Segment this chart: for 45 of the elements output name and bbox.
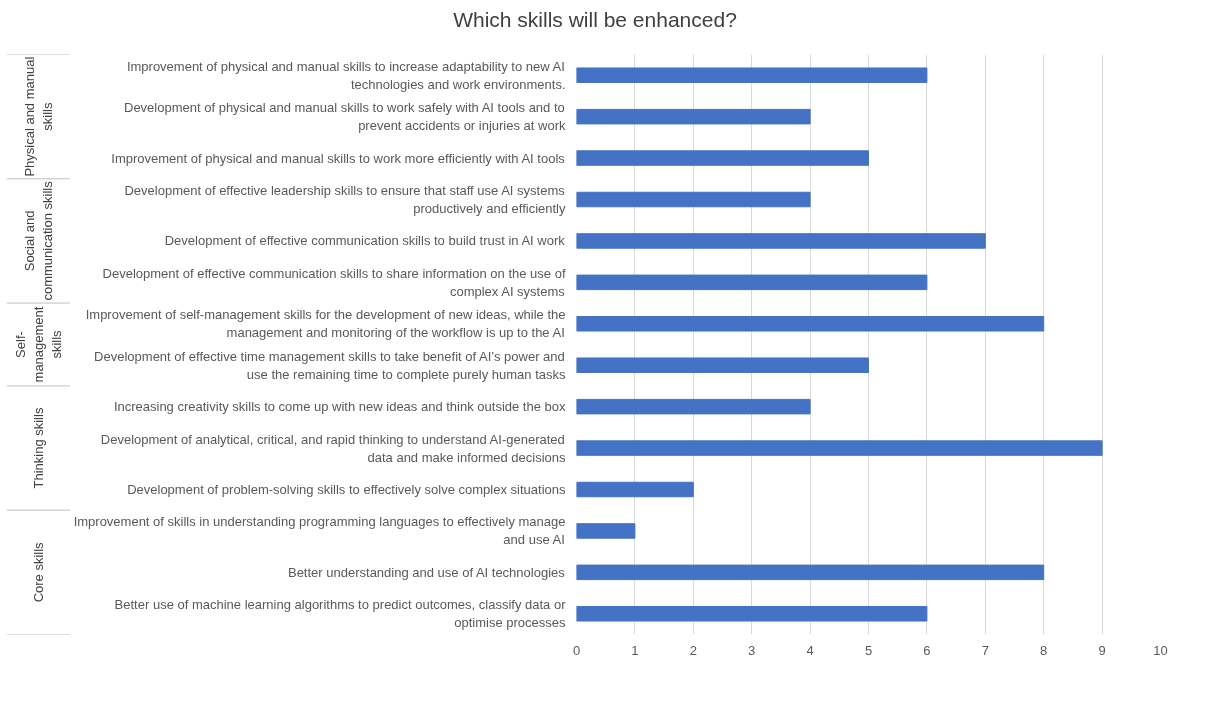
text: Social and communication skills xyxy=(21,180,55,301)
y-tick-label: Development of physical and manual skills to work safely with AI tools and to prevent accidents or injuries at work xyxy=(124,100,566,134)
y-tick-label: Development of effective communication skills to share information on the use of complex AI systems xyxy=(102,265,566,299)
bar xyxy=(576,523,636,539)
y-tick-label: Development of analytical, critical, and rapid thinking to understand AI-generated data and make informed decisions xyxy=(100,431,566,465)
x-tick-label: 2 xyxy=(689,642,697,658)
text: Core skills xyxy=(30,541,46,603)
y-tick-label: Increasing creativity skills to come up with new ideas and think outside the box xyxy=(113,399,566,415)
y-tick-label: Improvement of skills in understanding programming languages to effectively manage and use AI xyxy=(73,514,566,548)
bar xyxy=(576,357,869,373)
y-tick-label: Better use of machine learning algorithms to predict outcomes, classify data or optimise processes xyxy=(114,597,567,631)
bar xyxy=(576,440,1103,456)
x-tick-label: 0 xyxy=(572,642,581,658)
bar xyxy=(576,481,694,498)
x-tick-label: 3 xyxy=(748,642,756,658)
y-tick-label: Development of effective leadership skills to ensure that staff use AI systems productively and efficiently xyxy=(124,183,566,216)
text: Physical and manual skills xyxy=(21,56,55,177)
x-tick-label: 10 xyxy=(1153,642,1168,658)
bar xyxy=(576,108,811,125)
bar xyxy=(576,606,928,622)
bar xyxy=(576,67,928,83)
x-tick-label: 8 xyxy=(1040,642,1048,658)
bar xyxy=(576,150,869,166)
y-tick-label: Development of effective time management skills to take benefit of AI’s power and use the remaining time to complete purely human tasks xyxy=(94,348,566,382)
x-tick-label: 1 xyxy=(631,642,639,658)
bar xyxy=(576,398,811,415)
y-tick-label: Improvement of physical and manual skills to work more efficiently with AI tools xyxy=(111,150,566,166)
text: Thinking skills xyxy=(30,407,46,489)
y-tick-label: Development of problem-solving skills to effectively solve complex situations xyxy=(127,482,566,497)
x-tick-label: 7 xyxy=(981,642,989,658)
text: Self-management skills xyxy=(12,306,64,383)
bar xyxy=(576,274,928,291)
chart-title: Which skills will be enhanced? xyxy=(453,7,737,33)
x-tick-label: 5 xyxy=(864,642,873,658)
bar xyxy=(576,191,811,208)
y-tick-label: Development of effective communication skills to build trust in AI work xyxy=(164,233,566,249)
bar xyxy=(576,564,1045,581)
y-tick-label: Improvement of self-management skills for the development of new ideas, while the management and monitoring of the workflow is up to the AI xyxy=(85,307,566,341)
bar xyxy=(576,233,986,249)
x-tick-label: 9 xyxy=(1098,642,1106,658)
x-tick-label: 6 xyxy=(923,642,931,658)
x-tick-label: 4 xyxy=(806,642,814,658)
y-tick-label: Better understanding and use of AI technologies xyxy=(287,564,566,580)
bar xyxy=(576,316,1045,332)
y-tick-label: Improvement of physical and manual skills to increase adaptability to new AI technologies and work environments. xyxy=(126,58,566,92)
